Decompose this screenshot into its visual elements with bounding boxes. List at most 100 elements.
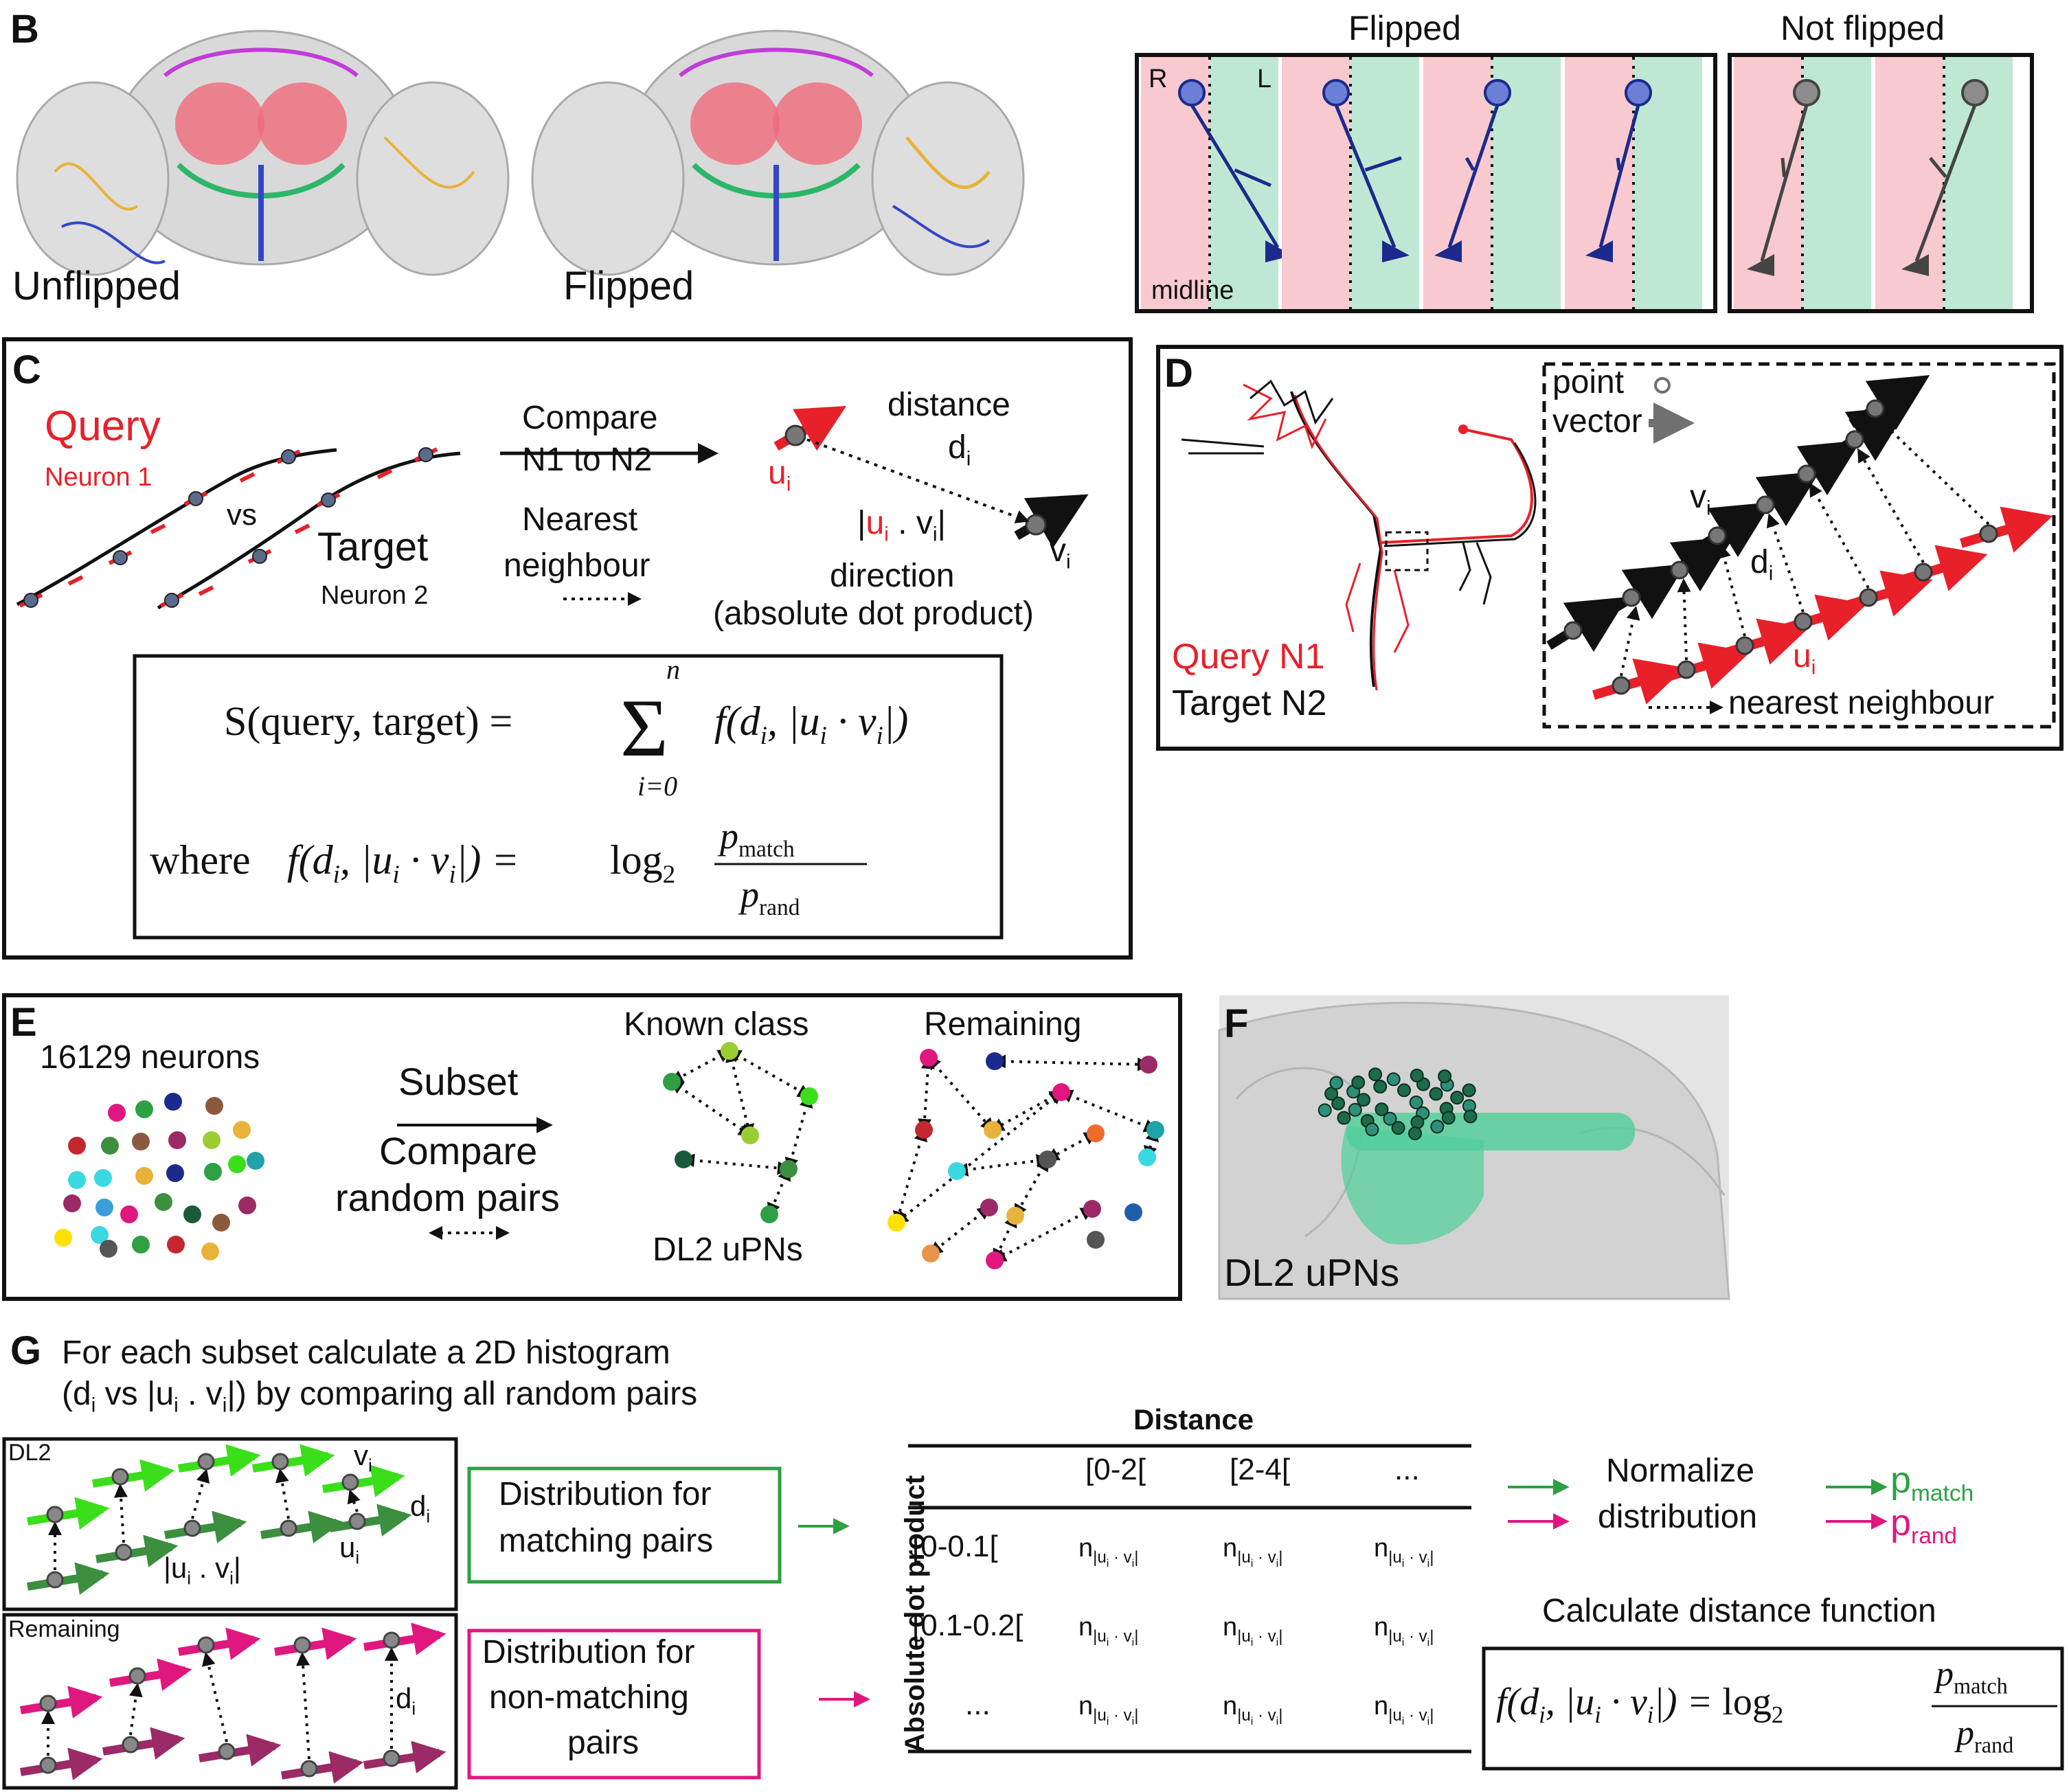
pair-link xyxy=(725,1048,754,1138)
pair-link xyxy=(1045,1132,1098,1161)
vs-label: vs xyxy=(227,498,257,532)
neuron-count-label: 16129 neurons xyxy=(40,1039,260,1076)
target-label: Target xyxy=(317,525,429,569)
nonmatch-target-vector xyxy=(199,1734,282,1767)
query-vector xyxy=(1715,618,1809,665)
known-neuron-dot xyxy=(760,1205,778,1223)
match-query-vector xyxy=(178,1444,261,1477)
g-absdot-label: |ui . vi| xyxy=(163,1552,241,1589)
sample-point xyxy=(418,447,433,462)
d-nearest-label: nearest neighbour xyxy=(1728,685,1994,721)
table-cell: n|ui · vi| xyxy=(1223,1613,1283,1648)
table-row-header: [0.1-0.2[ xyxy=(912,1609,1024,1642)
pair-link xyxy=(927,1056,995,1132)
dendrite xyxy=(1364,156,1402,172)
dist-match-line1: Distribution for xyxy=(499,1476,712,1512)
neuron-dot xyxy=(135,1167,153,1185)
panel-letter-d: D xyxy=(1164,351,1193,396)
table-cell: n|ui · vi| xyxy=(1078,1534,1139,1569)
axon-terminal xyxy=(1434,240,1462,262)
nonmatch-target-point xyxy=(383,1749,400,1767)
known-neuron-dot xyxy=(721,1042,738,1060)
remaining-neuron-dot xyxy=(1140,1056,1157,1074)
compare-label: Compare xyxy=(522,400,658,436)
neuron-n1-n2-overlay xyxy=(1181,379,1537,691)
table-row-header: ... xyxy=(965,1688,991,1721)
nn-link xyxy=(1766,513,1805,613)
v-vector xyxy=(1014,494,1089,548)
remaining-neuron-dot xyxy=(986,1052,1004,1070)
nn-link xyxy=(275,1468,290,1519)
nonmatch-target-vector xyxy=(102,1727,185,1760)
remaining-neuron-dot xyxy=(1087,1231,1105,1249)
point-direction xyxy=(294,523,310,534)
panel-letter-g: G xyxy=(10,1328,42,1373)
direction-label: direction xyxy=(830,558,955,594)
table-col-header: [0-2[ xyxy=(1085,1453,1146,1486)
dist-non-line2: non-matching xyxy=(489,1679,689,1716)
match-target-point xyxy=(115,1543,133,1561)
remaining-neuron-dot xyxy=(887,1214,905,1232)
dendrite xyxy=(1929,157,1947,179)
sample-point xyxy=(188,491,203,506)
unflipped-label: Unflipped xyxy=(12,264,181,308)
absdot-caption: (absolute dot product) xyxy=(713,596,1034,632)
nn-link xyxy=(1877,418,1990,525)
neuron-dot xyxy=(120,1205,138,1223)
dl2-soma xyxy=(1410,1068,1424,1082)
sample-point xyxy=(321,492,336,508)
table-cell: n|ui · vi| xyxy=(1078,1692,1139,1727)
target-vector xyxy=(1848,375,1930,431)
soma xyxy=(1178,79,1206,106)
dl2-soma xyxy=(1331,1096,1346,1111)
target-point xyxy=(1563,621,1583,640)
hemisphere-l xyxy=(1350,57,1419,309)
nn-link xyxy=(113,1484,128,1543)
match-query-point xyxy=(271,1453,289,1471)
match-query-vector xyxy=(322,1464,405,1497)
dl2-soma xyxy=(1463,1109,1478,1124)
panel-letter-f: F xyxy=(1224,1001,1249,1046)
neuron1-label: Neuron 1 xyxy=(45,463,152,492)
known-class-label: Known class xyxy=(624,1006,809,1043)
query-vector xyxy=(1839,570,1933,617)
soma xyxy=(1484,79,1511,106)
pair-link xyxy=(992,1207,1095,1262)
axon-terminal xyxy=(1382,240,1410,262)
not-flipped-header: Not flipped xyxy=(1780,9,1945,47)
nonmatch-target-point xyxy=(122,1736,139,1754)
remaining-neuron-dot xyxy=(1039,1150,1056,1168)
nn-link xyxy=(201,1652,228,1743)
known-neuron-dot xyxy=(675,1150,692,1168)
nn-link xyxy=(1677,578,1691,661)
prand-term: prand xyxy=(740,874,800,920)
sample-point xyxy=(252,549,267,564)
dl2-soma xyxy=(1408,1126,1422,1141)
nonmatch-query-point xyxy=(383,1631,400,1649)
nonmatch-target-vector xyxy=(281,1751,364,1784)
where-f-term: f(di, |ui · vi|) = xyxy=(287,837,519,889)
remaining-neuron-dot xyxy=(920,1049,938,1067)
point-direction xyxy=(239,472,256,483)
dl2-soma xyxy=(1430,1120,1445,1134)
axon xyxy=(1914,104,1977,262)
dist-match-line2: matching pairs xyxy=(499,1523,714,1559)
nn-link xyxy=(1620,606,1640,677)
remaining-neuron-dot xyxy=(1087,1124,1105,1142)
sum-lower: i=0 xyxy=(637,771,678,802)
dl2-soma xyxy=(1383,1111,1397,1126)
dl2-soma xyxy=(1462,1083,1476,1098)
query-vector xyxy=(1657,642,1751,689)
remaining-neuron-dot xyxy=(915,1121,933,1139)
pair-link xyxy=(990,1091,1064,1131)
dl2-soma xyxy=(1348,1102,1362,1117)
dl2-soma xyxy=(1368,1067,1383,1082)
log-label: log2 xyxy=(610,837,676,889)
target-point xyxy=(1670,560,1689,580)
pair-link xyxy=(1014,1157,1049,1218)
axon xyxy=(1598,104,1640,248)
compare-label-e: Compare xyxy=(379,1129,538,1172)
pair-link xyxy=(892,1127,928,1225)
neuron-dot xyxy=(205,1097,223,1115)
axon-terminal xyxy=(1585,240,1613,262)
